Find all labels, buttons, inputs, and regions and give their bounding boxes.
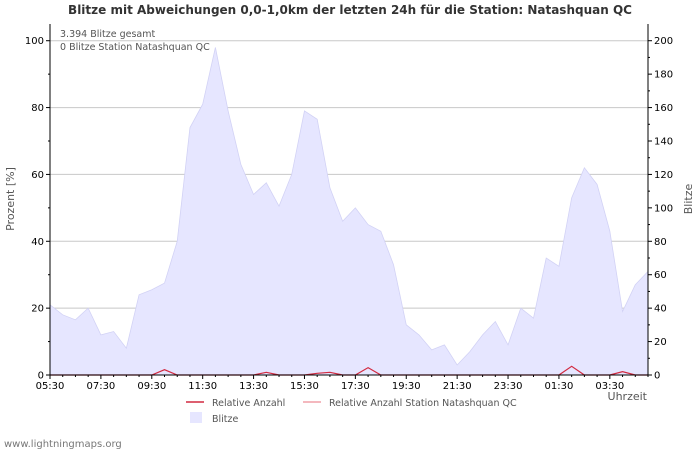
tick-labels: 05:30 07:30 09:30 11:30 13:30 15:30 17:30 19:30… (25, 36, 673, 392)
y-left-tick-label: 0 (38, 371, 44, 382)
legend-label-relative-station: Relative Anzahl Station Natashquan QC (329, 398, 517, 409)
y-left-tick-label: 60 (31, 170, 44, 181)
y-right-tick-label: 180 (654, 70, 673, 81)
axes (49, 24, 649, 376)
y-right-tick-label: 120 (654, 170, 673, 181)
y-right-tick-label: 20 (654, 337, 667, 348)
x-tick-label: 15:30 (290, 381, 319, 392)
y-left-tick-label: 40 (31, 237, 44, 248)
y-right-tick-label: 200 (654, 36, 673, 47)
x-tick-label: 01:30 (545, 381, 574, 392)
legend-swatch-blitze (190, 412, 202, 423)
x-tick-label: 21:30 (443, 381, 472, 392)
legend-label-blitze: Blitze (212, 414, 239, 425)
blitze-area (49, 47, 649, 376)
annotation-station: 0 Blitze Station Natashquan QC (60, 42, 210, 53)
x-tick-label: 09:30 (137, 381, 166, 392)
x-tick-label: 11:30 (188, 381, 217, 392)
x-axis-label: Uhrzeit (608, 390, 648, 403)
y-right-tick-label: 160 (654, 103, 673, 114)
x-tick-label: 23:30 (494, 381, 523, 392)
y-right-tick-label: 0 (654, 371, 660, 382)
x-tick-label: 05:30 (36, 381, 65, 392)
x-tick-label: 17:30 (341, 381, 370, 392)
blitze-area-series (49, 47, 649, 376)
y-left-tick-label: 80 (31, 103, 44, 114)
y-right-tick-label: 100 (654, 203, 673, 214)
y-axis-right-label: Blitze (682, 184, 695, 215)
y-left-tick-label: 100 (25, 36, 44, 47)
annotation-total: 3.394 Blitze gesamt (60, 29, 155, 40)
y-right-tick-label: 40 (654, 304, 667, 315)
x-tick-label: 07:30 (86, 381, 115, 392)
source-credit: www.lightningmaps.org (4, 439, 122, 450)
chart-title: Blitze mit Abweichungen 0,0-1,0km der le… (68, 3, 632, 17)
y-left-tick-label: 20 (31, 304, 44, 315)
y-axis-left-label: Prozent [%] (4, 167, 17, 231)
y-right-tick-label: 80 (654, 237, 667, 248)
y-right-tick-label: 60 (654, 270, 667, 281)
legend: Relative Anzahl Relative Anzahl Station … (186, 398, 517, 425)
x-tick-label: 03:30 (595, 381, 624, 392)
y-right-tick-label: 140 (654, 137, 673, 148)
legend-label-relative: Relative Anzahl (212, 398, 285, 409)
x-tick-label: 13:30 (239, 381, 268, 392)
x-tick-label: 19:30 (392, 381, 421, 392)
